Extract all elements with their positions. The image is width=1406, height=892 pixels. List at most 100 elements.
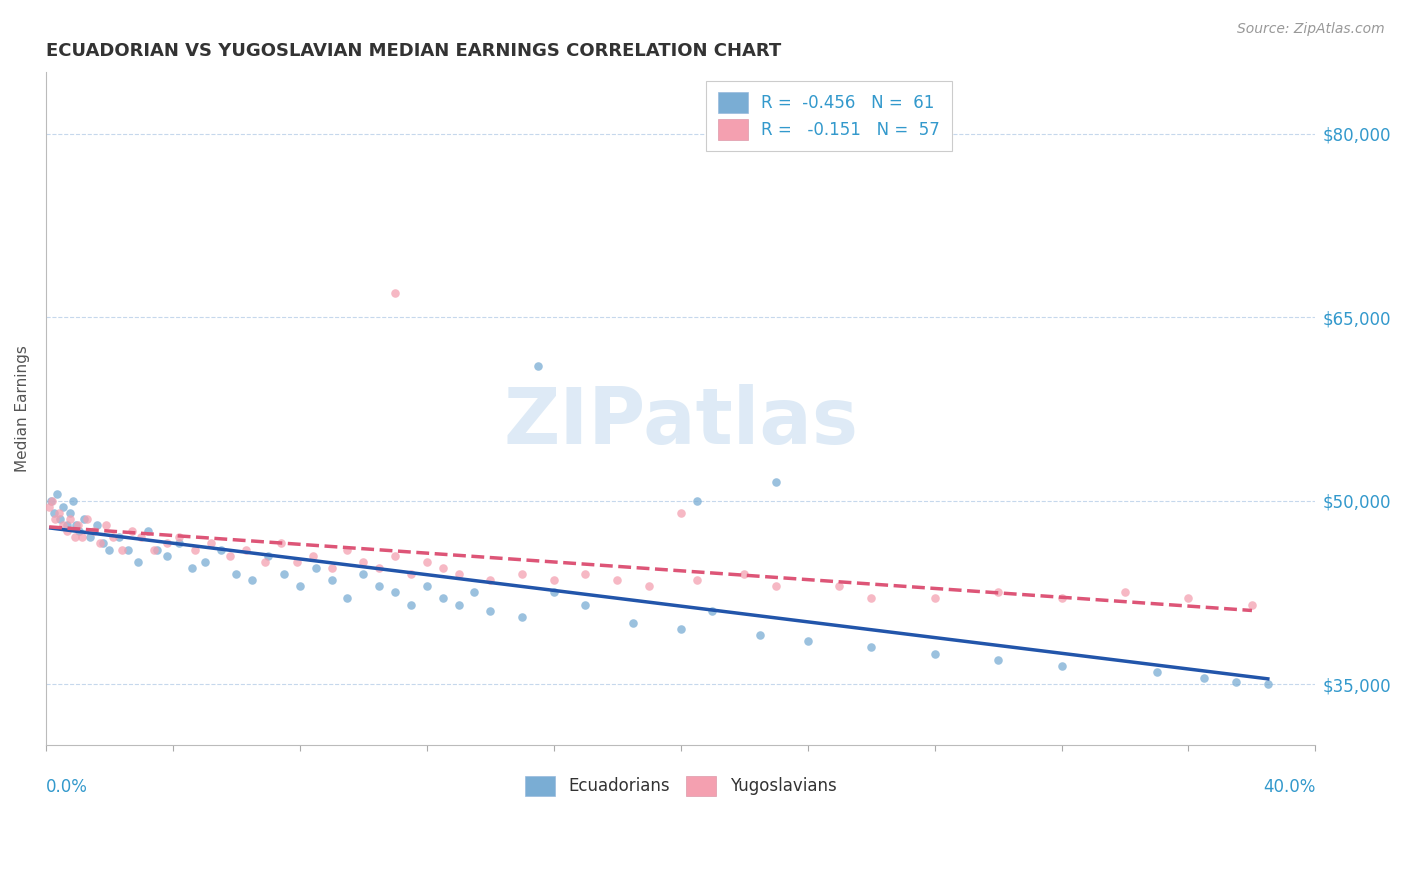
Point: [219, 549, 242, 563]
Legend: Ecuadorians, Yugoslavians: Ecuadorians, Yugoslavians: [516, 767, 845, 805]
Point: [155, 549, 177, 563]
Point: [305, 561, 328, 575]
Point: [987, 653, 1010, 667]
Point: [273, 567, 295, 582]
Point: [669, 622, 692, 636]
Point: [225, 567, 247, 582]
Point: [527, 359, 550, 373]
Point: [574, 598, 596, 612]
Point: [447, 567, 470, 582]
Point: [59, 512, 82, 526]
Point: [336, 591, 359, 606]
Point: [685, 493, 707, 508]
Point: [828, 579, 851, 593]
Point: [1240, 598, 1263, 612]
Point: [987, 585, 1010, 599]
Point: [200, 536, 222, 550]
Point: [352, 555, 374, 569]
Point: [749, 628, 772, 642]
Point: [142, 542, 165, 557]
Point: [65, 518, 87, 533]
Point: [59, 506, 82, 520]
Point: [702, 604, 724, 618]
Point: [447, 598, 470, 612]
Point: [765, 579, 787, 593]
Point: [117, 542, 139, 557]
Point: [510, 567, 533, 582]
Point: [89, 536, 111, 550]
Point: [73, 512, 96, 526]
Point: [155, 536, 177, 550]
Point: [321, 573, 343, 587]
Point: [52, 518, 75, 533]
Point: [606, 573, 628, 587]
Point: [108, 530, 131, 544]
Point: [209, 542, 232, 557]
Point: [52, 500, 75, 514]
Point: [169, 530, 191, 544]
Point: [399, 598, 422, 612]
Point: [55, 518, 77, 533]
Text: ZIPatlas: ZIPatlas: [503, 384, 858, 460]
Y-axis label: Median Earnings: Median Earnings: [15, 345, 30, 472]
Point: [76, 512, 98, 526]
Point: [67, 524, 90, 539]
Point: [285, 555, 308, 569]
Point: [416, 555, 439, 569]
Point: [91, 536, 114, 550]
Point: [46, 487, 69, 501]
Point: [235, 542, 257, 557]
Point: [169, 536, 191, 550]
Point: [83, 524, 105, 539]
Point: [1257, 677, 1279, 691]
Point: [1050, 658, 1073, 673]
Point: [924, 591, 946, 606]
Point: [1146, 665, 1168, 679]
Point: [184, 542, 207, 557]
Point: [101, 530, 124, 544]
Point: [796, 634, 818, 648]
Point: [121, 524, 143, 539]
Point: [416, 579, 439, 593]
Point: [685, 573, 707, 587]
Point: [79, 530, 101, 544]
Point: [860, 640, 883, 655]
Point: [1225, 674, 1247, 689]
Point: [39, 493, 62, 508]
Point: [288, 579, 311, 593]
Point: [240, 573, 263, 587]
Point: [1050, 591, 1073, 606]
Point: [62, 493, 84, 508]
Point: [399, 567, 422, 582]
Point: [86, 518, 108, 533]
Point: [368, 561, 391, 575]
Text: ECUADORIAN VS YUGOSLAVIAN MEDIAN EARNINGS CORRELATION CHART: ECUADORIAN VS YUGOSLAVIAN MEDIAN EARNING…: [46, 42, 782, 60]
Point: [384, 585, 406, 599]
Point: [257, 549, 280, 563]
Point: [669, 506, 692, 520]
Point: [336, 542, 359, 557]
Point: [432, 591, 454, 606]
Point: [49, 512, 72, 526]
Point: [41, 493, 63, 508]
Point: [38, 500, 60, 514]
Point: [432, 561, 454, 575]
Point: [352, 567, 374, 582]
Point: [543, 585, 565, 599]
Point: [924, 647, 946, 661]
Point: [479, 573, 502, 587]
Point: [270, 536, 292, 550]
Text: Source: ZipAtlas.com: Source: ZipAtlas.com: [1237, 22, 1385, 37]
Point: [111, 542, 134, 557]
Point: [194, 555, 217, 569]
Point: [1114, 585, 1136, 599]
Text: 40.0%: 40.0%: [1263, 779, 1316, 797]
Point: [368, 579, 391, 593]
Point: [63, 530, 86, 544]
Point: [253, 555, 276, 569]
Point: [136, 524, 159, 539]
Point: [44, 512, 66, 526]
Point: [321, 561, 343, 575]
Point: [42, 506, 65, 520]
Point: [129, 530, 152, 544]
